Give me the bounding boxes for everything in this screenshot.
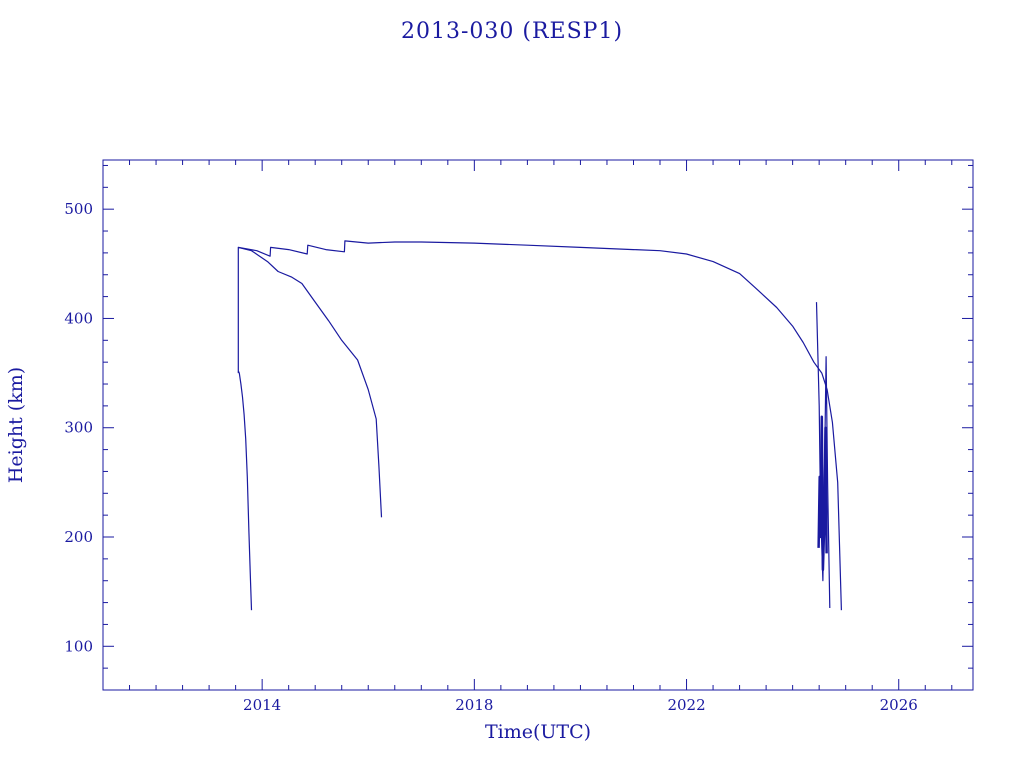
y-tick-label: 100 <box>64 637 93 655</box>
y-tick-label: 400 <box>64 309 93 327</box>
series-line-4 <box>815 302 831 609</box>
x-tick-label: 2026 <box>880 696 918 714</box>
series-line-1 <box>237 370 253 611</box>
series-line-3 <box>237 240 842 611</box>
x-tick-label: 2022 <box>667 696 705 714</box>
x-tick-label: 2018 <box>455 696 493 714</box>
x-tick-label: 2014 <box>243 696 281 714</box>
x-axis-label: Time(UTC) <box>485 721 591 743</box>
series-line-2 <box>238 246 383 518</box>
y-axis-label: Height (km) <box>5 367 27 483</box>
chart-title: 2013-030 (RESP1) <box>401 19 623 44</box>
y-tick-label: 500 <box>64 200 93 218</box>
y-tick-label: 200 <box>64 528 93 546</box>
y-tick-label: 300 <box>64 419 93 437</box>
plot-frame <box>102 159 974 691</box>
series-line-5 <box>817 415 828 572</box>
